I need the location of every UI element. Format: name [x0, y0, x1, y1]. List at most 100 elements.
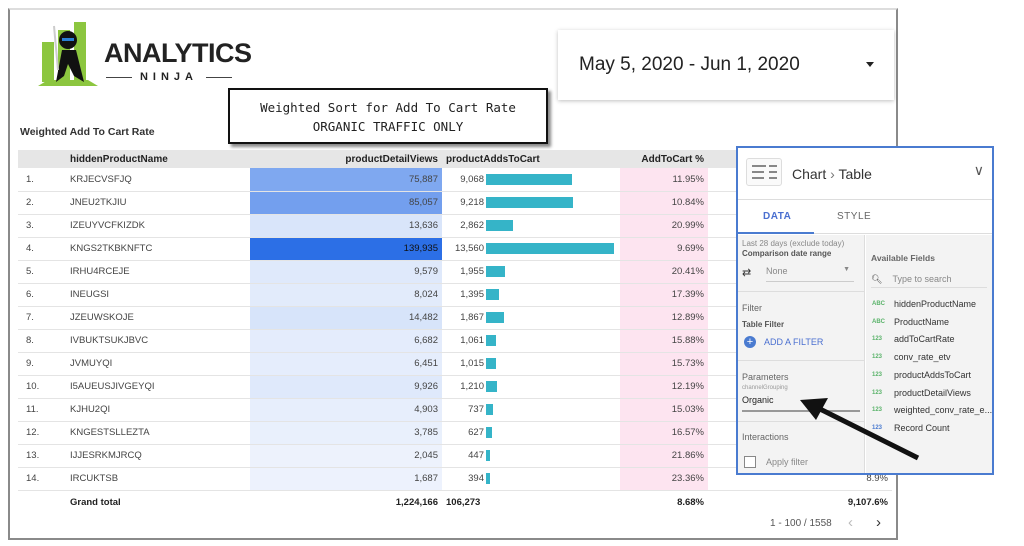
field-type-icon: ABC — [872, 318, 885, 325]
adds-value: 1,867 — [460, 312, 484, 323]
field-type-icon: 123 — [872, 389, 883, 396]
date-range-picker[interactable]: May 5, 2020 - Jun 1, 2020 — [558, 30, 894, 100]
adds-bar — [486, 404, 493, 415]
col-product-adds-to-cart[interactable]: productAddsToCart — [442, 150, 620, 168]
total-adds: 106,273 — [446, 496, 481, 508]
field-type-icon: ABC — [872, 301, 885, 307]
add-to-cart-rate-cell: 20.99% — [620, 214, 708, 238]
detail-views-cell: 1,687 — [250, 467, 442, 491]
row-index: 8. — [18, 329, 66, 353]
chevron-down-icon[interactable]: ∨ — [973, 162, 984, 178]
grand-total-row: Grand total 1,224,166 106,273 8.68% 9,10… — [18, 490, 892, 514]
row-index: 9. — [18, 352, 66, 376]
tab-data[interactable]: DATA — [763, 211, 792, 222]
adds-value: 1,015 — [460, 358, 484, 369]
adds-value: 447 — [468, 450, 484, 461]
adds-bar — [486, 220, 513, 231]
field-name: Record Count — [894, 422, 950, 433]
field-item[interactable]: ABC ProductName — [872, 317, 949, 327]
field-search-input[interactable]: 🔍︎ Type to search — [871, 271, 987, 288]
col-hidden-product-name[interactable]: hiddenProductName — [66, 150, 250, 168]
add-filter-button[interactable]: + ADD A FILTER — [744, 336, 823, 348]
field-item[interactable]: 123 productDetailViews — [872, 388, 971, 398]
data-settings-column: Last 28 days (exclude today) Comparison … — [738, 235, 865, 473]
chart-type-breadcrumb[interactable]: Chart › Table — [792, 166, 872, 182]
adds-value: 2,862 — [460, 220, 484, 231]
add-to-cart-rate-cell: 23.36% — [620, 467, 708, 491]
field-item[interactable]: 123 weighted_conv_rate_e... — [872, 405, 992, 415]
analytics-ninja-logo: ANALYTICS NINJA — [38, 20, 252, 90]
fields-list: ABC hiddenProductName ABC ProductName 123 add… — [866, 235, 992, 473]
active-tab-indicator — [738, 232, 814, 234]
panel-tabs: DATA STYLE — [738, 200, 992, 234]
adds-to-cart-cell: 1,015 — [442, 352, 620, 376]
table-row[interactable]: 10. I5AUEUSJIVGEYQI 9,926 1,210 12.19% — [18, 375, 892, 399]
field-item[interactable]: 123 conv_rate_etv — [872, 352, 951, 362]
row-index: 11. — [18, 398, 66, 422]
field-item[interactable]: 123 Record Count — [872, 423, 950, 433]
apply-filter-checkbox[interactable]: Apply filter — [744, 456, 808, 468]
table-filter-label: Table Filter — [742, 320, 785, 329]
detail-views-cell: 14,482 — [250, 306, 442, 330]
field-item[interactable]: ABC hiddenProductName — [872, 299, 976, 309]
field-type-icon: 123 — [872, 336, 883, 343]
interactions-heading: Interactions — [742, 432, 789, 442]
detail-views-cell: 6,451 — [250, 352, 442, 376]
row-index: 3. — [18, 214, 66, 238]
comparison-select[interactable]: None ▼ — [766, 266, 854, 282]
col-product-detail-views[interactable]: productDetailViews — [250, 150, 442, 168]
total-views: 1,224,166 — [395, 496, 438, 508]
adds-bar — [486, 473, 490, 484]
total-rate: 8.68% — [677, 496, 704, 508]
add-filter-label: ADD A FILTER — [764, 337, 824, 347]
apply-filter-label: Apply filter — [766, 457, 809, 467]
adds-value: 394 — [468, 473, 484, 484]
comparison-label: Comparison date range — [742, 249, 832, 258]
detail-views-cell: 4,903 — [250, 398, 442, 422]
logo-text: ANALYTICS — [104, 38, 252, 68]
field-name: hiddenProductName — [894, 299, 977, 309]
adds-bar — [486, 289, 500, 300]
tab-style[interactable]: STYLE — [837, 211, 872, 222]
product-name: KRJECVSFJQ — [66, 168, 250, 192]
prev-page-icon[interactable]: ‹ — [848, 514, 853, 531]
total-index — [18, 490, 66, 514]
field-name: weighted_conv_rate_e... — [894, 405, 993, 416]
adds-to-cart-cell: 1,395 — [442, 283, 620, 307]
field-item[interactable]: 123 addToCartRate — [872, 334, 955, 344]
product-name: KJHU2QI — [66, 398, 250, 422]
product-name: IRHU4RCEJE — [66, 260, 250, 284]
product-name: IJJESRKMJRCQ — [66, 444, 250, 468]
adds-bar — [486, 381, 498, 392]
product-name: IVBUKTSUKJBVC — [66, 329, 250, 353]
detail-views-cell: 13,636 — [250, 214, 442, 238]
row-index: 5. — [18, 260, 66, 284]
add-to-cart-rate-cell: 16.57% — [620, 421, 708, 445]
table-chart-icon — [746, 158, 782, 186]
field-item[interactable]: 123 productAddsToCart — [872, 370, 971, 380]
add-to-cart-rate-cell: 15.73% — [620, 352, 708, 376]
add-to-cart-rate-cell: 21.86% — [620, 444, 708, 468]
adds-value: 9,068 — [460, 173, 484, 185]
chart-properties-panel: Chart › Table ∨ DATA STYLE Last 28 days … — [736, 146, 994, 475]
col-add-to-cart-rate[interactable]: AddToCart % — [620, 150, 708, 168]
param-value-input[interactable]: Organic — [742, 395, 860, 412]
detail-views-cell: 9,579 — [250, 260, 442, 284]
row-index: 10. — [18, 375, 66, 399]
param-value: Organic — [742, 395, 774, 405]
dropdown-caret-icon: ▼ — [843, 266, 850, 273]
table-row[interactable]: 11. KJHU2QI 4,903 737 15.03% — [18, 398, 892, 422]
detail-views-cell: 6,682 — [250, 329, 442, 353]
date-range-note: Last 28 days (exclude today) — [742, 239, 845, 248]
add-to-cart-rate-cell: 12.19% — [620, 375, 708, 399]
field-name: ProductName — [894, 316, 950, 327]
adds-bar — [486, 197, 573, 208]
field-type-icon: 123 — [872, 407, 883, 414]
next-page-icon[interactable]: › — [876, 514, 881, 531]
table-row[interactable]: 8. IVBUKTSUKJBVC 6,682 1,061 15.88% — [18, 329, 892, 353]
detail-views-cell: 139,935 — [250, 237, 442, 261]
adds-bar — [486, 312, 504, 323]
plus-icon: + — [744, 336, 756, 348]
row-index: 4. — [18, 237, 66, 261]
adds-value: 13,560 — [454, 243, 484, 254]
